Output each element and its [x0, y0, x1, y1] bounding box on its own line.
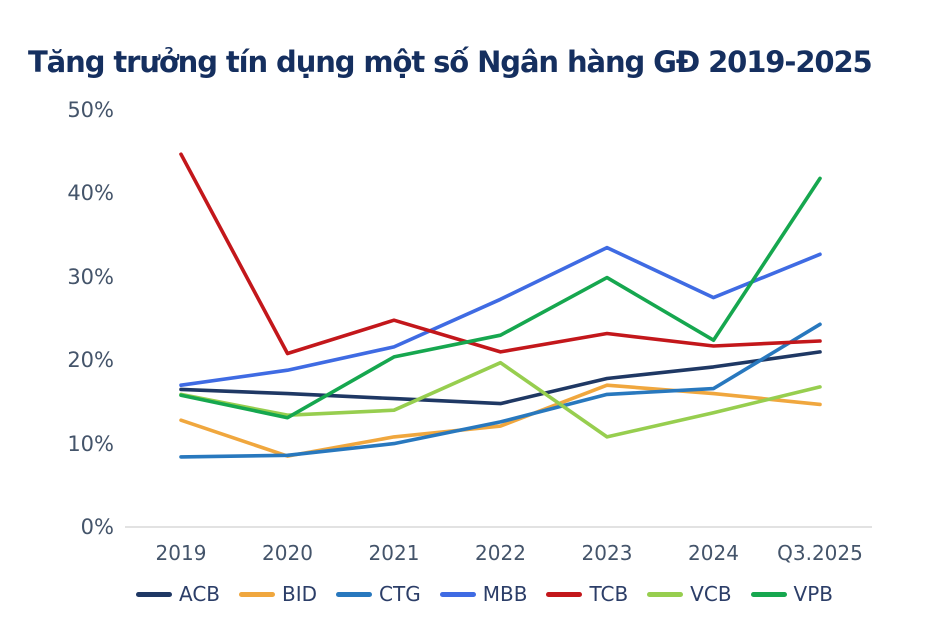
x-tick-label-2021: 2021	[368, 541, 420, 565]
legend-swatch-acb	[136, 591, 172, 597]
series-line-ctg	[179, 322, 822, 459]
legend-swatch-ctg	[336, 591, 373, 597]
y-tick-label-30: 30%	[67, 264, 114, 289]
y-tick-label-0: 0%	[80, 515, 114, 539]
series-line-acb	[179, 350, 822, 406]
legend-label-mbb: MBB	[482, 582, 528, 606]
y-tick-label-20: 20%	[67, 348, 114, 373]
chart-legend: ACB BID CTG MBB TCB VCB VPB	[136, 582, 896, 606]
legend-item-mbb: MBB	[439, 582, 528, 606]
legend-label-acb: ACB	[179, 582, 221, 606]
x-tick-label-2023: 2023	[581, 541, 633, 565]
series-line-vcb	[179, 360, 822, 439]
legend-label-vpb: VPB	[793, 582, 834, 606]
legend-label-ctg: CTG	[379, 582, 421, 606]
chart-title: Tăng trưởng tín dụng một số Ngân hàng GĐ…	[28, 45, 873, 80]
y-tick-label-50: 50%	[67, 98, 114, 122]
legend-item-bid: BID	[239, 582, 317, 606]
y-tick-label-40: 40%	[67, 181, 114, 206]
legend-item-vpb: VPB	[750, 582, 834, 606]
x-tick-label-2020: 2020	[262, 541, 313, 565]
legend-swatch-mbb	[439, 591, 476, 597]
series-line-vpb	[179, 176, 822, 420]
legend-item-tcb: TCB	[546, 582, 628, 606]
legend-label-vcb: VCB	[690, 582, 732, 606]
x-tick-label-q3-2025: Q3.2025	[777, 541, 863, 565]
legend-label-tcb: TCB	[589, 582, 629, 606]
series-line-tcb	[179, 152, 822, 356]
legend-swatch-bid	[239, 591, 276, 597]
legend-swatch-vcb	[647, 591, 684, 597]
x-tick-label-2019: 2019	[155, 541, 207, 565]
legend-swatch-vpb	[750, 591, 787, 597]
x-tick-label-2024: 2024	[688, 541, 739, 565]
legend-swatch-tcb	[546, 591, 583, 597]
legend-label-bid: BID	[282, 582, 318, 606]
legend-item-acb: ACB	[136, 582, 220, 606]
series-line-mbb	[179, 245, 822, 388]
legend-item-vcb: VCB	[647, 582, 732, 606]
legend-item-ctg: CTG	[336, 582, 421, 606]
x-tick-label-2022: 2022	[475, 541, 526, 565]
y-tick-label-10: 10%	[67, 431, 114, 456]
